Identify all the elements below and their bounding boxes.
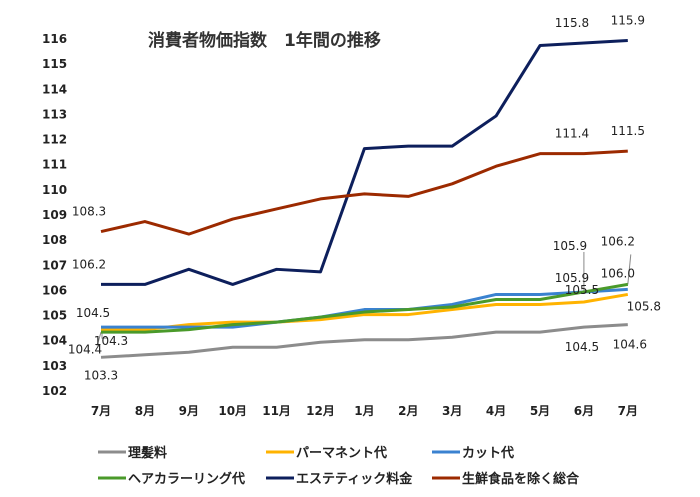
chart-title: 消費者物価指数 1年間の推移 (148, 30, 381, 51)
data-label: 104.4 (68, 343, 102, 357)
legend-label: 生鮮食品を除く総合 (462, 471, 580, 487)
data-label: 111.4 (555, 127, 589, 141)
series-line-3 (101, 282, 629, 334)
legend-item: 生鮮食品を除く総合 (432, 471, 580, 487)
y-tick-label: 115 (42, 57, 67, 71)
legend-label: 理髪料 (128, 445, 167, 461)
x-tick-label: 3月 (442, 404, 462, 418)
legend-label: カット代 (462, 445, 514, 461)
legend-item: ヘアカラーリング代 (98, 471, 245, 487)
x-tick-label: 11月 (262, 404, 291, 418)
data-label: 106.2 (601, 234, 635, 248)
y-tick-label: 102 (42, 384, 67, 398)
legend-item: パーマネント代 (266, 445, 387, 461)
legend-label: エステティック料金 (296, 471, 413, 487)
legend-item: カット代 (432, 445, 514, 461)
data-label: 108.3 (72, 205, 106, 219)
series-lines (100, 39, 629, 359)
x-tick-label: 6月 (574, 404, 594, 418)
data-label: 104.5 (565, 340, 599, 354)
leader-line (627, 254, 632, 285)
x-tick-label: 7月 (91, 404, 111, 418)
y-tick-label: 108 (42, 233, 67, 247)
y-tick-label: 107 (42, 258, 67, 272)
x-tick-label: 10月 (218, 404, 247, 418)
data-label: 111.5 (611, 124, 645, 138)
y-tick-label: 113 (42, 107, 67, 121)
data-label: 105.9 (555, 271, 589, 285)
data-label: 106.2 (72, 257, 106, 271)
data-label: 105.5 (565, 283, 599, 297)
y-tick-label: 114 (42, 82, 67, 96)
data-label: 103.3 (84, 368, 118, 382)
leader-line (101, 333, 107, 339)
data-label: 115.9 (611, 14, 645, 28)
x-tick-label: 12月 (306, 404, 335, 418)
y-tick-label: 110 (42, 183, 67, 197)
x-tick-label: 9月 (179, 404, 199, 418)
legend-item: エステティック料金 (266, 471, 413, 487)
y-tick-label: 111 (42, 158, 67, 172)
leader-line (96, 332, 102, 347)
y-tick-label: 105 (42, 309, 67, 323)
data-label: 104.3 (94, 334, 128, 348)
data-label: 105.9 (553, 239, 587, 253)
series-line-0 (100, 323, 628, 359)
data-label: 115.8 (555, 16, 589, 30)
x-tick-label: 5月 (530, 404, 550, 418)
series-line-5 (100, 149, 628, 236)
data-label: 105.8 (627, 299, 661, 313)
data-label: 106.0 (601, 266, 635, 280)
series-line-2 (101, 287, 628, 329)
x-tick-label: 1月 (354, 404, 374, 418)
y-tick-label: 104 (42, 334, 67, 348)
data-label: 104.5 (76, 306, 110, 320)
leader-lines (96, 251, 632, 347)
y-axis: 102 103 104 105 106 107 108 109 110 111 112 113 114 1… (42, 32, 67, 398)
series-line-4 (101, 39, 628, 286)
y-tick-label: 103 (42, 359, 67, 373)
y-tick-label: 116 (42, 32, 67, 46)
series-line-1 (101, 292, 629, 332)
legend-label: パーマネント代 (296, 445, 387, 461)
x-axis: 7月 8月 9月 10月 11月 12月 1月 2月 3月 4月 5月 6月 7月 (91, 404, 638, 418)
y-tick-label: 106 (42, 283, 67, 297)
x-tick-label: 4月 (486, 404, 506, 418)
data-labels: 103.3 104.5 104.6 104.4 105.5 105.8 104.5 105.9… (68, 14, 661, 383)
data-label: 104.6 (613, 338, 647, 352)
x-tick-label: 8月 (135, 404, 155, 418)
y-tick-label: 109 (42, 208, 67, 222)
y-tick-label: 112 (42, 133, 67, 147)
x-tick-label: 7月 (618, 404, 638, 418)
x-tick-label: 2月 (398, 404, 418, 418)
legend-item: 理髪料 (98, 445, 167, 461)
legend-label: ヘアカラーリング代 (128, 471, 245, 487)
